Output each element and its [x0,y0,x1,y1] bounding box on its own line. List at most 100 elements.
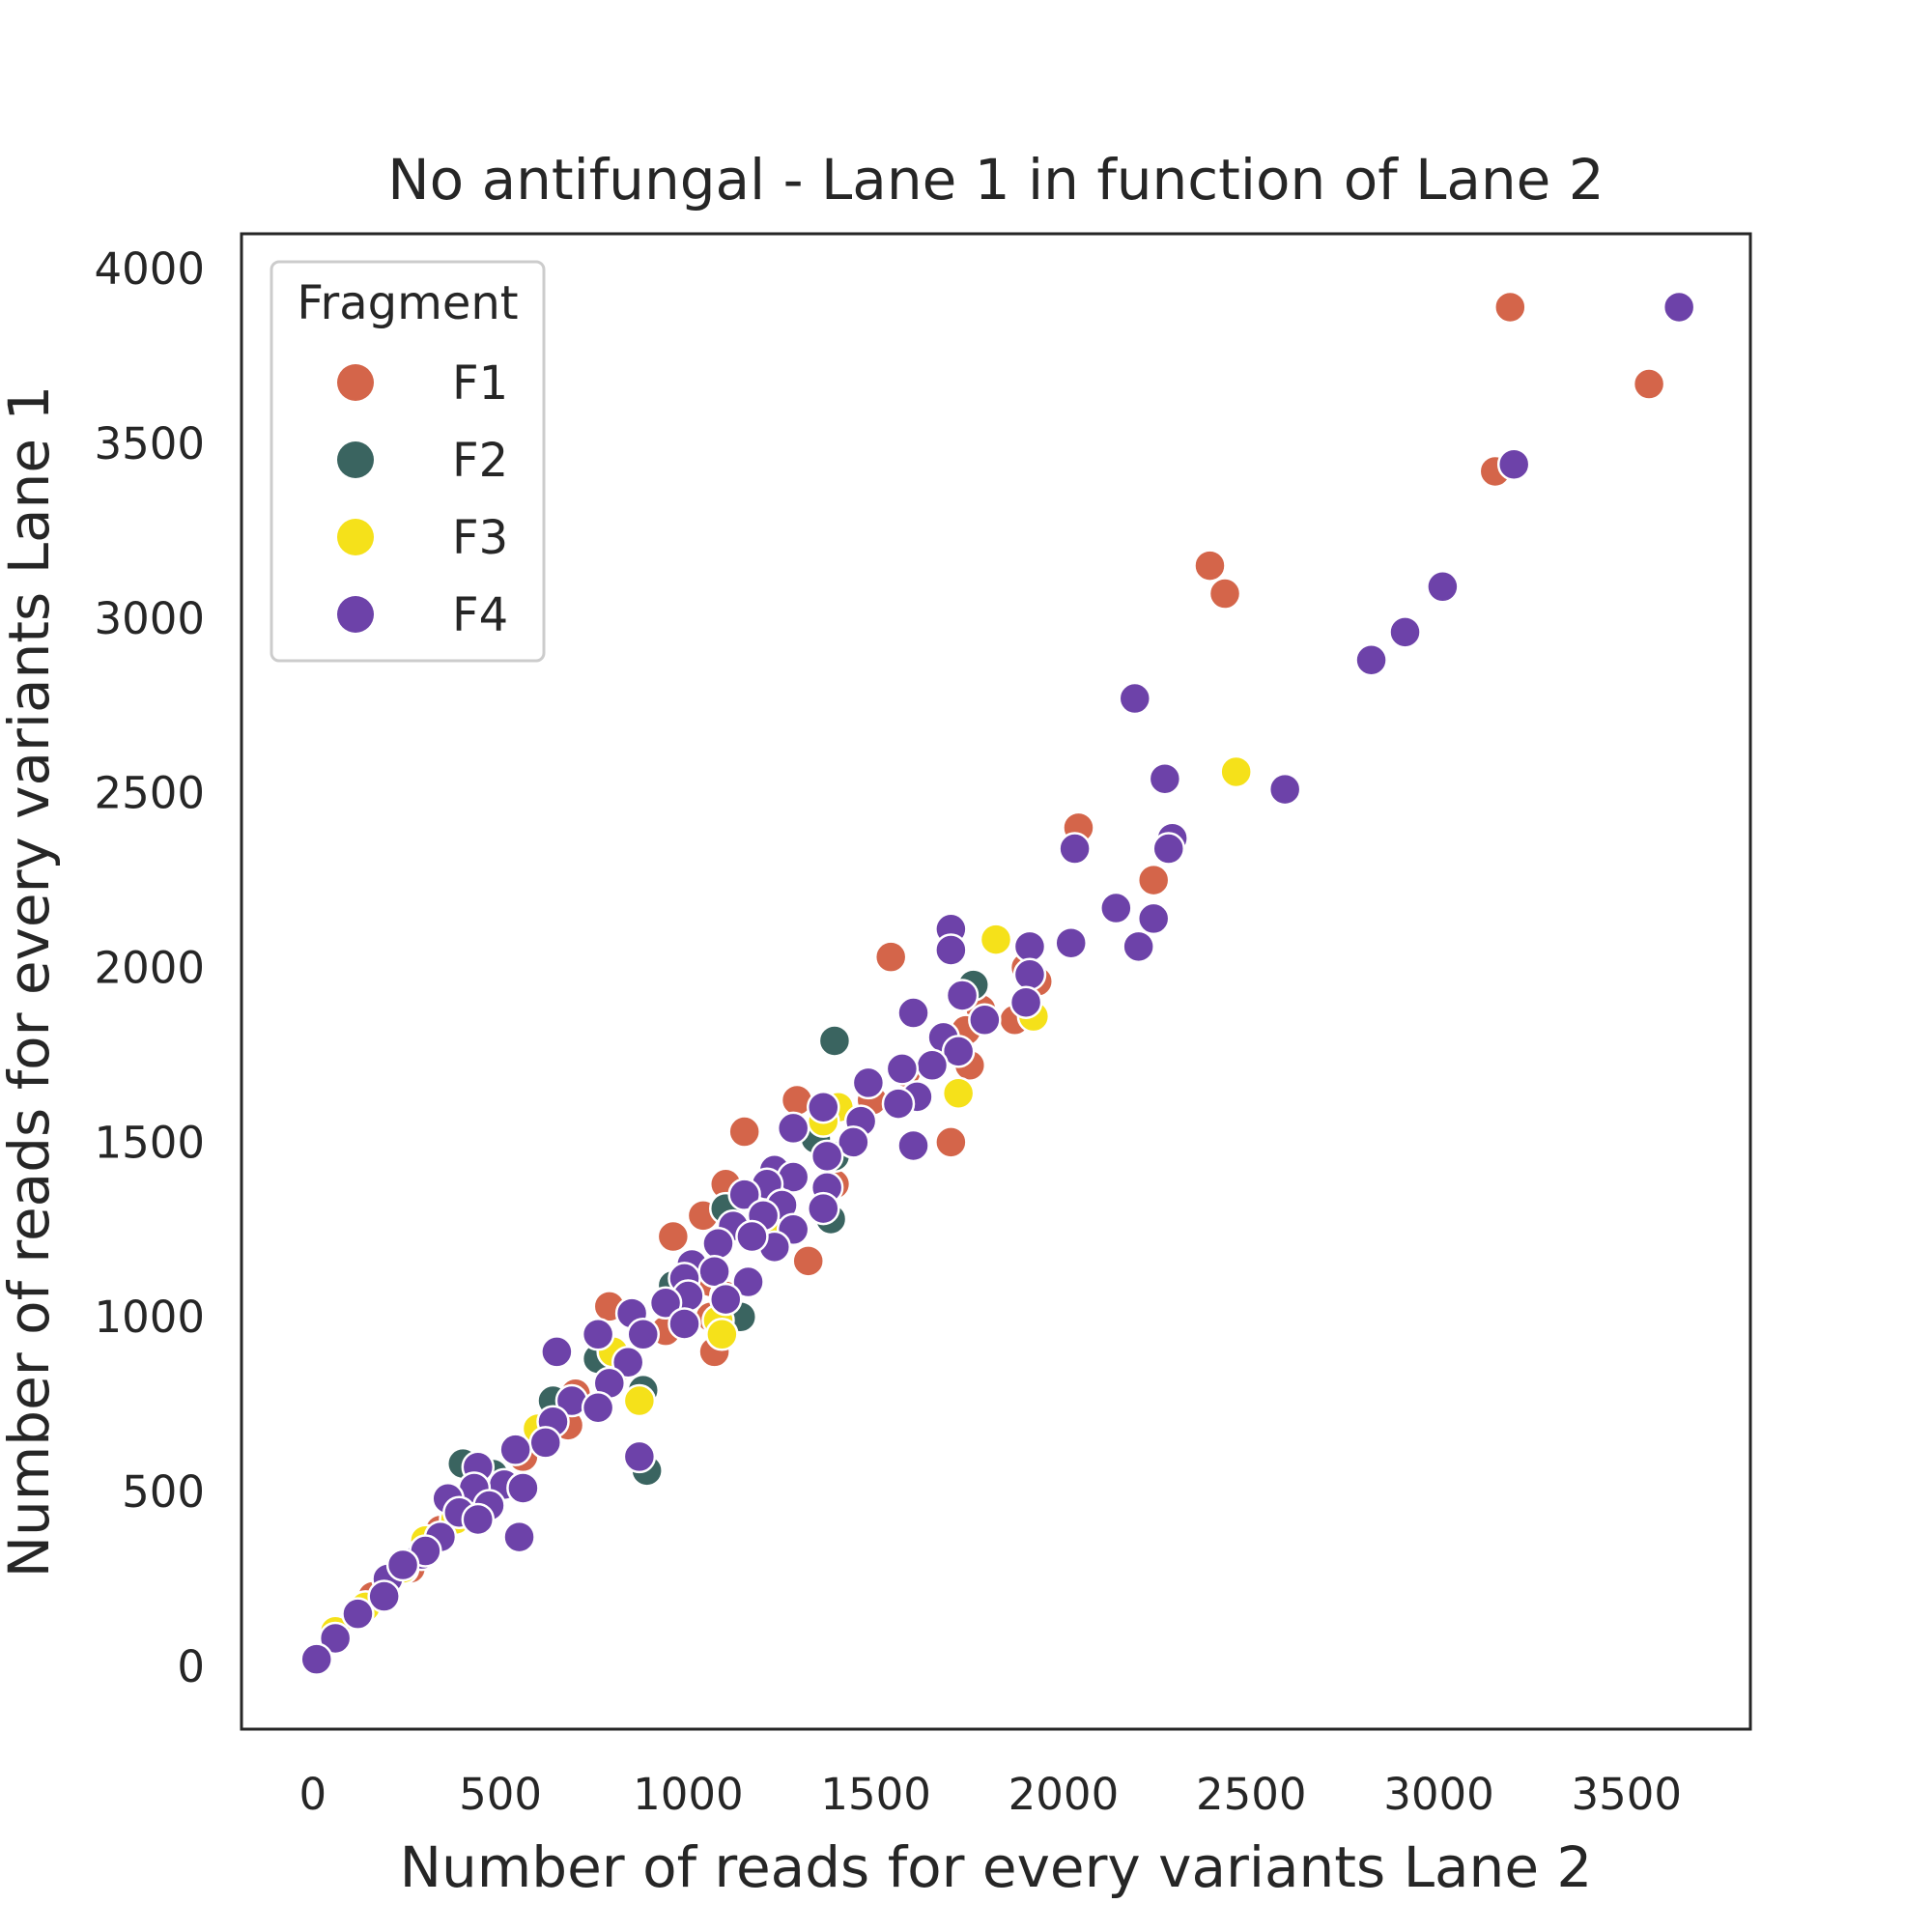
y-tick-label: 1000 [94,1292,205,1343]
scatter-point [817,1024,852,1058]
scatter-point [697,1254,731,1289]
scatter-point [776,1111,810,1146]
scatter-point [1009,985,1043,1019]
scatter-point [1136,863,1171,897]
scatter-point [1151,832,1185,866]
scatter-point [807,1090,840,1124]
scatter-point [502,1520,536,1554]
scatter-point [1118,681,1152,716]
series-f4 [299,290,1696,1676]
x-axis-ticks: 0 500 1000 1500 2000 2500 3000 3500 [299,1769,1683,1820]
scatter-point [1354,643,1388,677]
scatter-point [1193,549,1227,582]
scatter-point [945,979,980,1012]
scatter-point [1496,447,1531,481]
scatter-point [1148,761,1182,796]
scatter-point [1208,577,1242,611]
x-tick-label: 1000 [633,1769,744,1820]
legend-label: F2 [452,434,508,488]
scatter-point [1012,929,1047,964]
scatter-point [622,1439,657,1474]
scatter-point [791,1244,825,1278]
scatter-point [708,1282,743,1317]
scatter-point [941,1035,976,1068]
x-tick-label: 0 [299,1769,327,1820]
scatter-point [731,1264,765,1299]
y-tick-label: 0 [177,1641,205,1692]
scatter-point [701,1227,735,1261]
y-tick-label: 4000 [94,243,205,295]
scatter-point [1388,615,1422,649]
y-tick-label: 1500 [94,1117,205,1168]
scatter-point [881,1087,916,1121]
scatter-point [611,1345,645,1379]
scatter-point [810,1139,844,1174]
plot-frame [240,232,1752,1731]
x-tick-label: 2000 [1009,1769,1120,1820]
scatter-point [622,1383,657,1418]
y-tick-label: 3500 [94,418,205,469]
y-tick-label: 500 [122,1466,205,1518]
legend-label: F1 [452,356,508,411]
y-tick-label: 2000 [94,943,205,994]
x-tick-label: 3000 [1383,1769,1494,1820]
y-tick-label: 3000 [94,593,205,644]
x-tick-label: 500 [459,1769,542,1820]
scatter-point [979,923,1013,956]
scatter-point [528,1426,562,1460]
scatter-point [934,1125,968,1159]
legend-marker [337,364,374,401]
scatter-point [318,1621,353,1656]
scatter-point [735,1219,769,1254]
scatter-point [668,1307,701,1341]
scatter-point [1426,570,1460,604]
scatter-point [1099,891,1133,925]
scatter-point [934,933,968,967]
scatter-point [1493,290,1527,325]
legend-label: F4 [452,588,508,642]
legend-marker [337,596,374,633]
scatter-point [498,1433,532,1466]
scatter-point [461,1502,496,1537]
scatter-point [1058,832,1092,866]
y-axis-label: Number of reads for every variants Lane … [0,385,62,1578]
legend: Fragment F1 F2 F3 F4 [270,260,546,663]
scatter-point [885,1052,920,1086]
scatter-point [581,1318,615,1351]
legend-label: F3 [452,511,508,565]
chart-title: No antifungal - Lane 1 in function of La… [387,147,1604,213]
legend-box [270,260,546,663]
scatter-point [506,1471,540,1505]
x-tick-label: 3500 [1572,1769,1683,1820]
scatter-point [626,1318,661,1351]
scatter-point [367,1579,401,1613]
scatter-point [896,996,930,1030]
scatter-point [1662,290,1696,325]
scatter-point [837,1125,870,1159]
scatter-point [915,1048,950,1083]
scatter-point [851,1065,886,1100]
scatter-point [873,940,908,974]
legend-marker [337,441,374,478]
legend-items: F1 F2 F3 F4 [337,356,508,642]
scatter-point [896,1128,930,1163]
y-axis-ticks: 0 500 1000 1500 2000 2500 3000 3500 4000 [94,243,205,1692]
x-axis-label: Number of reads for every variants Lane … [400,1834,1593,1900]
scatter-point [1012,957,1047,992]
scatter-point [656,1219,691,1254]
x-tick-label: 2500 [1196,1769,1307,1820]
scatter-point [299,1642,333,1676]
scatter-point [1267,772,1302,807]
scatter-point [727,1115,761,1149]
scatter-point [1219,754,1253,789]
scatter-point [648,1286,683,1320]
scatter-point [1122,929,1155,964]
scatter-point [807,1191,840,1226]
scatter-point [1054,925,1088,960]
scatter-point [540,1335,574,1369]
scatter-point [385,1548,420,1582]
points-layer [299,290,1696,1676]
scatter-point [1136,901,1171,936]
scatter-point [581,1391,615,1425]
